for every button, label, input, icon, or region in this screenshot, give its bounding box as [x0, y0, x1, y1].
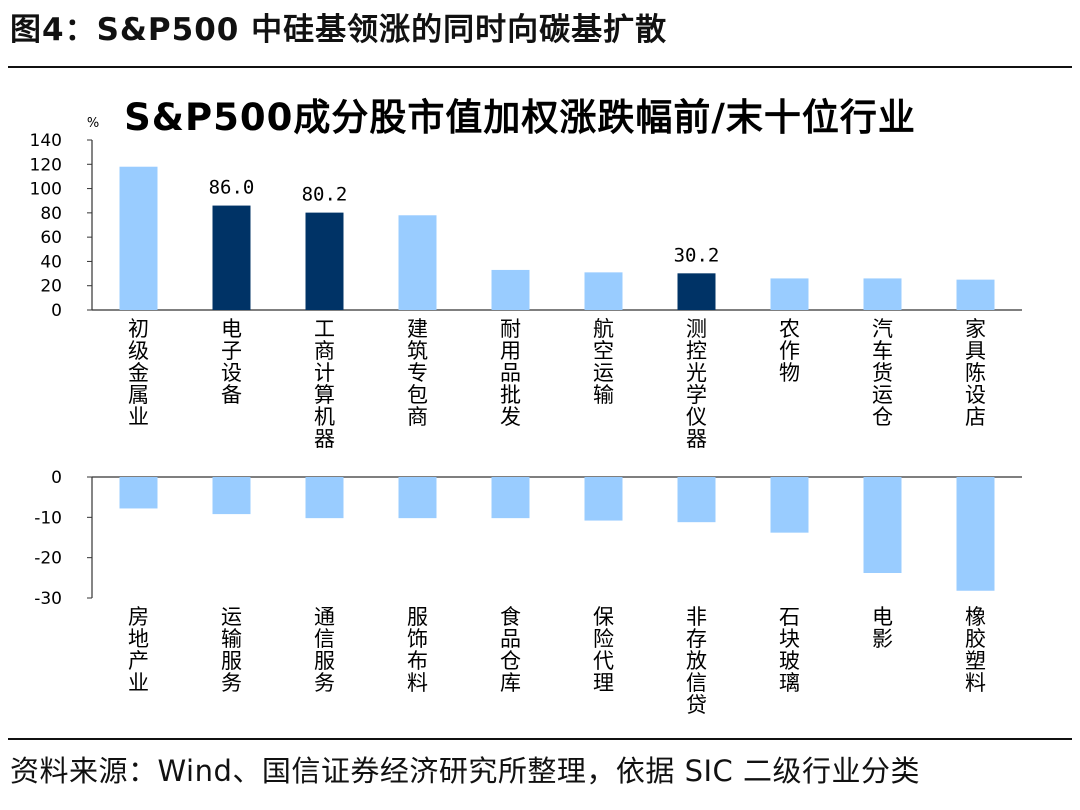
- bar-top-6: [584, 272, 623, 310]
- category-label: 工商计算机器: [314, 317, 335, 451]
- data-label: 80.2: [302, 184, 348, 206]
- bar-bottom-3: [305, 477, 344, 519]
- bar-bottom-7: [677, 477, 716, 523]
- bar-bottom-1: [119, 477, 158, 509]
- bar-top-7: [677, 273, 716, 310]
- category-label: 橡胶塑料: [965, 605, 986, 695]
- bar-bottom-10: [956, 477, 995, 591]
- unit-label: %: [87, 116, 99, 131]
- category-label: 电影: [872, 605, 893, 651]
- bar-bottom-8: [770, 477, 809, 533]
- y-tick-label: 140: [30, 131, 62, 151]
- bar-top-1: [119, 166, 158, 310]
- category-label: 保险代理: [593, 605, 614, 695]
- y-tick-label: 40: [40, 252, 62, 272]
- category-label: 建筑专包商: [407, 317, 428, 429]
- category-label: 农作物: [779, 317, 800, 385]
- bar-top-10: [956, 279, 995, 310]
- category-label: 汽车货运仓: [872, 317, 893, 429]
- bar-bottom-5: [491, 477, 530, 519]
- category-label: 运输服务: [221, 605, 242, 695]
- bar-bottom-6: [584, 477, 623, 521]
- source-note: 资料来源：Wind、国信证券经济研究所整理，依据 SIC 二级行业分类: [10, 754, 921, 788]
- figure-title: 图4：S&P500 中硅基领涨的同时向碳基扩散: [10, 12, 668, 48]
- y-tick-label: -20: [34, 549, 62, 569]
- y-tick-label: -10: [34, 508, 62, 528]
- category-label: 食品仓库: [500, 605, 521, 695]
- y-tick-label: 120: [30, 155, 62, 175]
- bar-bottom-4: [398, 477, 437, 519]
- y-tick-label: 20: [40, 277, 62, 297]
- top-rule: [8, 66, 1072, 68]
- category-label: 测控光学仪器: [686, 317, 707, 451]
- y-tick-label: -30: [34, 589, 62, 609]
- data-label: 30.2: [674, 244, 720, 266]
- bar-top-8: [770, 278, 809, 310]
- category-label: 初级金属业: [128, 317, 149, 429]
- bar-top-2: [212, 205, 251, 310]
- y-tick-label: 0: [51, 301, 62, 321]
- chart-title: S&P500成分股市值加权涨跌幅前/末十位行业: [124, 96, 916, 139]
- bar-top-9: [863, 278, 902, 310]
- category-label: 耐用品批发: [500, 317, 521, 429]
- y-tick-label: 60: [40, 228, 62, 248]
- bar-bottom-9: [863, 477, 902, 573]
- category-label: 服饰布料: [407, 605, 428, 695]
- y-tick-label: 80: [40, 204, 62, 224]
- top-bar-panel: 0 20 40 60 80 100 120 140 初级金属业 86.0 电子设备 80.2 工商计算机…: [30, 131, 1022, 451]
- category-label: 家具陈设店: [965, 317, 986, 429]
- bottom-bar-panel: 0 -10 -20 -30 房地产业 运输服务 通信服务 服饰布料 食品仓库 保险代理 非存放信贷 石…: [34, 468, 1022, 717]
- category-label: 电子设备: [221, 317, 242, 407]
- category-label: 房地产业: [128, 605, 149, 695]
- y-tick-label: 0: [51, 468, 62, 488]
- category-label: 非存放信贷: [686, 605, 707, 717]
- category-label: 石块玻璃: [779, 605, 800, 695]
- y-tick-label: 100: [30, 180, 62, 200]
- category-label: 航空运输: [593, 317, 614, 407]
- bar-bottom-2: [212, 477, 251, 515]
- data-label: 86.0: [209, 177, 255, 199]
- bar-top-3: [305, 212, 344, 310]
- bar-top-5: [491, 269, 530, 310]
- bottom-rule: [8, 738, 1072, 740]
- bar-top-4: [398, 215, 437, 310]
- category-label: 通信服务: [314, 605, 335, 695]
